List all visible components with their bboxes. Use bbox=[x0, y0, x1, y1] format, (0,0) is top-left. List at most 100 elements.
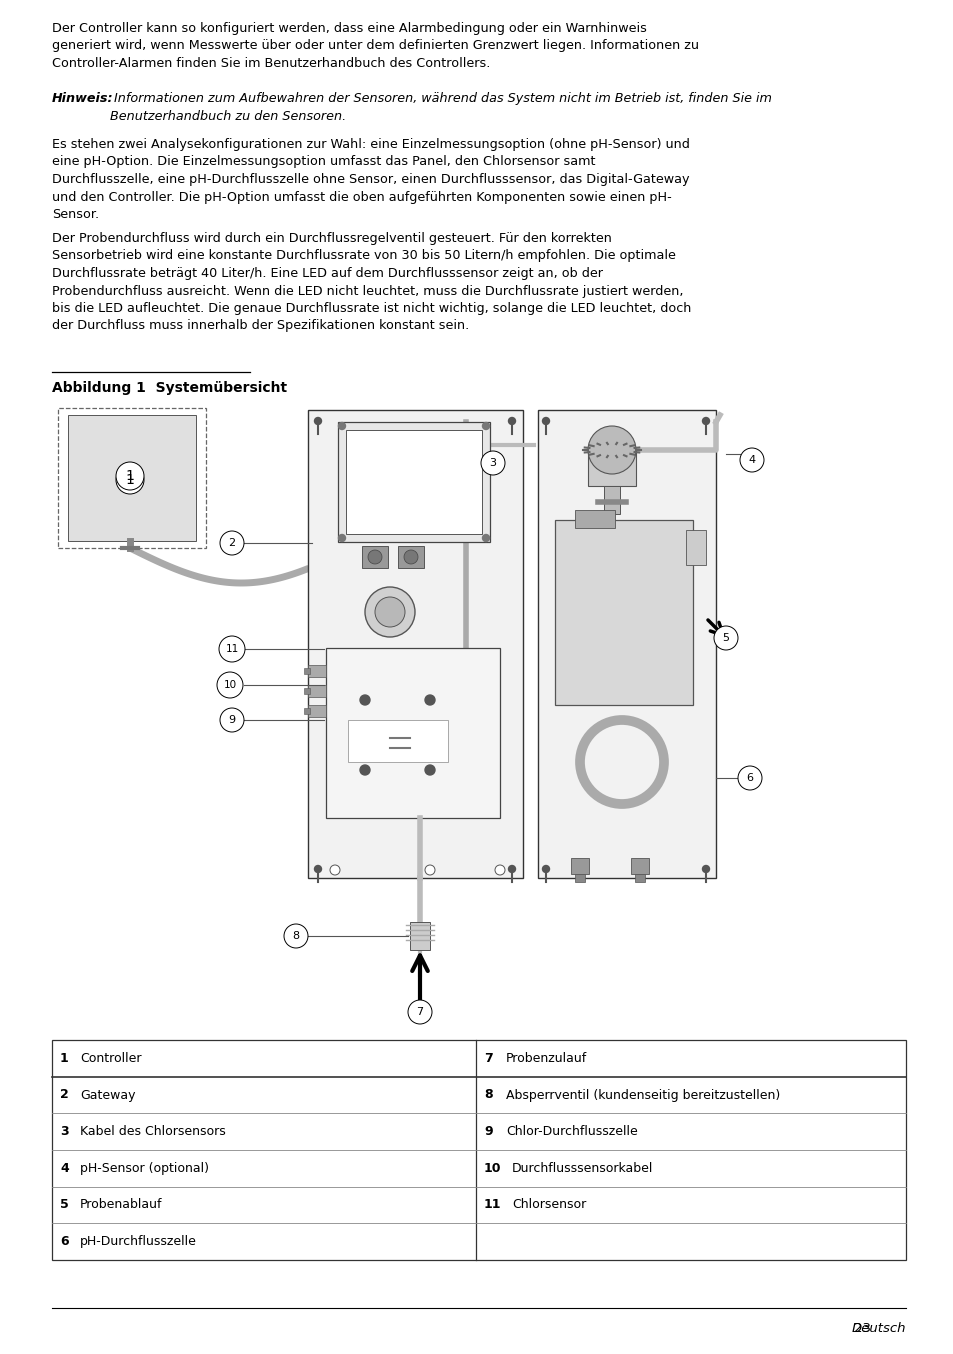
Bar bbox=[308, 665, 326, 677]
Circle shape bbox=[216, 672, 243, 699]
Text: Der Controller kann so konfiguriert werden, dass eine Alarmbedingung oder ein Wa: Der Controller kann so konfiguriert werd… bbox=[52, 22, 699, 70]
Circle shape bbox=[284, 923, 308, 948]
Text: Abbildung 1  Systemübersicht: Abbildung 1 Systemübersicht bbox=[52, 380, 287, 395]
Text: 4: 4 bbox=[60, 1162, 69, 1175]
Circle shape bbox=[368, 550, 381, 565]
Text: Controller: Controller bbox=[80, 1052, 141, 1064]
Text: 2: 2 bbox=[228, 538, 235, 548]
Bar bbox=[308, 705, 326, 718]
Text: Der Probendurchfluss wird durch ein Durchflussregelventil gesteuert. Für den kor: Der Probendurchfluss wird durch ein Durc… bbox=[52, 232, 691, 333]
Bar bbox=[635, 873, 644, 881]
Circle shape bbox=[482, 535, 489, 542]
Circle shape bbox=[738, 766, 761, 789]
Bar bbox=[308, 410, 522, 877]
Bar bbox=[685, 529, 705, 565]
Circle shape bbox=[220, 708, 244, 733]
Text: Chlor-Durchflusszelle: Chlor-Durchflusszelle bbox=[505, 1125, 638, 1139]
Bar bbox=[304, 708, 310, 714]
Text: 8: 8 bbox=[483, 1089, 492, 1102]
Circle shape bbox=[359, 765, 370, 774]
Text: Gateway: Gateway bbox=[80, 1089, 135, 1102]
Circle shape bbox=[740, 448, 763, 473]
Circle shape bbox=[482, 422, 489, 429]
Text: 10: 10 bbox=[483, 1162, 501, 1175]
Circle shape bbox=[508, 865, 515, 872]
Circle shape bbox=[338, 535, 345, 542]
Bar bbox=[537, 410, 716, 877]
Text: 9: 9 bbox=[483, 1125, 492, 1139]
Bar bbox=[308, 685, 326, 697]
Circle shape bbox=[701, 417, 709, 425]
Text: 7: 7 bbox=[416, 1007, 423, 1017]
Bar bbox=[575, 510, 615, 528]
Bar bbox=[555, 520, 692, 705]
Circle shape bbox=[375, 597, 405, 627]
Text: 5: 5 bbox=[721, 634, 729, 643]
Bar bbox=[68, 414, 195, 542]
Bar bbox=[52, 1040, 905, 1261]
Text: 6: 6 bbox=[60, 1235, 69, 1248]
Bar bbox=[603, 486, 619, 515]
Text: 3: 3 bbox=[60, 1125, 69, 1139]
Circle shape bbox=[219, 636, 245, 662]
Bar bbox=[397, 546, 423, 567]
Circle shape bbox=[408, 1001, 432, 1024]
Bar bbox=[58, 408, 206, 548]
Circle shape bbox=[542, 865, 549, 872]
Circle shape bbox=[314, 865, 321, 872]
Text: 11: 11 bbox=[225, 645, 238, 654]
Circle shape bbox=[495, 865, 504, 875]
Text: Hinweis:: Hinweis: bbox=[52, 92, 113, 106]
Circle shape bbox=[424, 765, 435, 774]
Bar bbox=[326, 649, 499, 818]
Text: Probenzulauf: Probenzulauf bbox=[505, 1052, 587, 1064]
Bar bbox=[361, 546, 388, 567]
Text: 3: 3 bbox=[489, 458, 496, 468]
Text: Deutsch: Deutsch bbox=[851, 1322, 905, 1335]
Circle shape bbox=[424, 695, 435, 705]
Text: Absperrventil (kundenseitig bereitzustellen): Absperrventil (kundenseitig bereitzustel… bbox=[505, 1089, 780, 1102]
Text: 8: 8 bbox=[293, 932, 299, 941]
Circle shape bbox=[403, 550, 417, 565]
Text: Informationen zum Aufbewahren der Sensoren, während das System nicht im Betrieb : Informationen zum Aufbewahren der Sensor… bbox=[110, 92, 771, 122]
Circle shape bbox=[220, 531, 244, 555]
Bar bbox=[587, 450, 636, 486]
Text: Kabel des Chlorsensors: Kabel des Chlorsensors bbox=[80, 1125, 226, 1139]
Text: Chlorsensor: Chlorsensor bbox=[512, 1198, 586, 1212]
Circle shape bbox=[365, 588, 415, 636]
Circle shape bbox=[480, 451, 504, 475]
Text: 9: 9 bbox=[228, 715, 235, 724]
Circle shape bbox=[701, 865, 709, 872]
Bar bbox=[337, 422, 490, 542]
Text: 1: 1 bbox=[60, 1052, 69, 1064]
Text: 7: 7 bbox=[483, 1052, 493, 1064]
Bar bbox=[575, 873, 584, 881]
Bar bbox=[304, 668, 310, 674]
Bar bbox=[348, 720, 448, 762]
Bar bbox=[630, 858, 648, 873]
Text: 5: 5 bbox=[60, 1198, 69, 1212]
Circle shape bbox=[359, 695, 370, 705]
Bar bbox=[346, 431, 481, 533]
Text: pH-Sensor (optional): pH-Sensor (optional) bbox=[80, 1162, 209, 1175]
Bar bbox=[571, 858, 588, 873]
Text: 1: 1 bbox=[126, 473, 134, 487]
Text: 4: 4 bbox=[748, 455, 755, 464]
Circle shape bbox=[116, 466, 144, 494]
Circle shape bbox=[314, 417, 321, 425]
Text: 23: 23 bbox=[853, 1322, 870, 1335]
Circle shape bbox=[424, 865, 435, 875]
Text: 2: 2 bbox=[60, 1089, 69, 1102]
Circle shape bbox=[587, 427, 636, 474]
Text: 6: 6 bbox=[745, 773, 753, 783]
Circle shape bbox=[508, 417, 515, 425]
Text: Durchflusssensorkabel: Durchflusssensorkabel bbox=[512, 1162, 653, 1175]
Bar bbox=[304, 688, 310, 695]
Text: 1: 1 bbox=[126, 468, 134, 483]
Text: Probenablauf: Probenablauf bbox=[80, 1198, 162, 1212]
Text: pH-Durchflusszelle: pH-Durchflusszelle bbox=[80, 1235, 196, 1248]
Circle shape bbox=[116, 462, 144, 490]
Circle shape bbox=[713, 626, 738, 650]
Text: 11: 11 bbox=[483, 1198, 501, 1212]
Bar bbox=[410, 922, 430, 951]
